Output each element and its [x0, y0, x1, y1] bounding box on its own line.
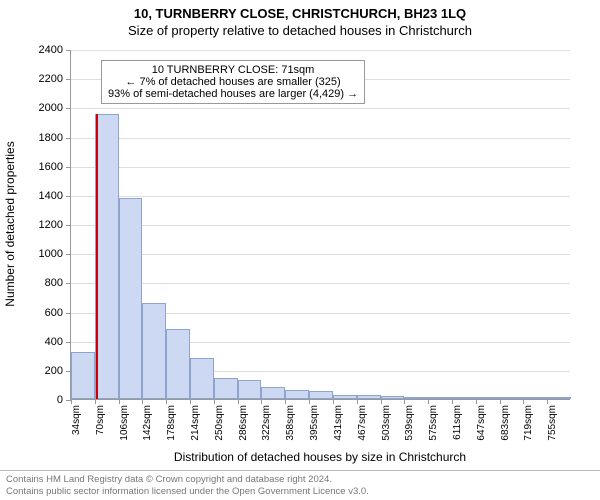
x-tick-label: 34sqm	[71, 405, 82, 435]
y-tick-label: 1000	[3, 248, 71, 260]
y-tick-label: 1400	[3, 190, 71, 202]
x-tick-label: 575sqm	[428, 405, 439, 441]
footer-line-2: Contains public sector information licen…	[6, 486, 594, 497]
x-tick-label: 106sqm	[119, 405, 130, 441]
y-tick-label: 800	[3, 277, 71, 289]
x-tick-mark	[142, 399, 143, 404]
gridline	[71, 283, 570, 284]
gridline	[71, 138, 570, 139]
y-tick-label: 1200	[3, 219, 71, 231]
histogram-bar	[71, 352, 95, 399]
histogram-bar	[500, 397, 524, 399]
gridline	[71, 225, 570, 226]
histogram-bar	[428, 397, 452, 399]
histogram-bar	[357, 395, 381, 399]
plot-area: 10 TURNBERRY CLOSE: 71sqm ← 7% of detach…	[70, 50, 570, 400]
gridline	[71, 196, 570, 197]
x-tick-mark	[333, 399, 334, 404]
x-tick-mark	[404, 399, 405, 404]
gridline	[71, 50, 570, 51]
x-axis-label: Distribution of detached houses by size …	[70, 450, 570, 464]
histogram-bar	[547, 397, 571, 399]
histogram-bar	[214, 378, 238, 399]
callout-line-3: 93% of semi-detached houses are larger (…	[108, 88, 358, 100]
x-tick-mark	[476, 399, 477, 404]
histogram-bar	[142, 303, 166, 399]
y-tick-label: 1600	[3, 161, 71, 173]
x-tick-mark	[309, 399, 310, 404]
histogram-bar	[381, 396, 405, 399]
histogram-bar	[452, 397, 476, 399]
x-tick-label: 250sqm	[214, 405, 225, 441]
x-tick-mark	[119, 399, 120, 404]
histogram-bar	[333, 395, 357, 399]
histogram-bar	[476, 397, 500, 399]
y-tick-label: 600	[3, 307, 71, 319]
x-tick-label: 142sqm	[142, 405, 153, 441]
histogram-bar	[261, 387, 285, 399]
callout-line-1: 10 TURNBERRY CLOSE: 71sqm	[108, 64, 358, 76]
x-tick-label: 322sqm	[261, 405, 272, 441]
x-tick-mark	[166, 399, 167, 404]
footer-line-1: Contains HM Land Registry data © Crown c…	[6, 474, 594, 485]
y-tick-label: 2000	[3, 102, 71, 114]
x-tick-label: 214sqm	[190, 405, 201, 441]
histogram-bar	[523, 397, 547, 399]
gridline	[71, 167, 570, 168]
histogram-bar	[404, 397, 428, 399]
x-tick-mark	[95, 399, 96, 404]
gridline	[71, 108, 570, 109]
y-tick-label: 1800	[3, 132, 71, 144]
histogram-bar	[190, 358, 214, 399]
x-tick-mark	[428, 399, 429, 404]
x-tick-label: 358sqm	[285, 405, 296, 441]
x-tick-mark	[500, 399, 501, 404]
x-tick-label: 539sqm	[404, 405, 415, 441]
property-marker-line	[96, 114, 98, 399]
x-tick-label: 683sqm	[500, 405, 511, 441]
histogram-bar	[238, 380, 262, 399]
histogram-bar	[119, 198, 143, 399]
x-tick-mark	[214, 399, 215, 404]
x-tick-label: 611sqm	[452, 405, 463, 440]
callout-box: 10 TURNBERRY CLOSE: 71sqm ← 7% of detach…	[101, 60, 365, 104]
x-tick-label: 467sqm	[357, 405, 368, 441]
histogram-bar	[309, 391, 333, 399]
x-tick-mark	[547, 399, 548, 404]
x-tick-label: 431sqm	[333, 405, 344, 441]
chart-title-address: 10, TURNBERRY CLOSE, CHRISTCHURCH, BH23 …	[0, 0, 600, 21]
x-tick-label: 755sqm	[547, 405, 558, 441]
x-tick-label: 286sqm	[238, 405, 249, 441]
x-tick-label: 647sqm	[476, 405, 487, 441]
x-tick-label: 178sqm	[166, 405, 177, 441]
y-tick-label: 0	[3, 394, 71, 406]
x-tick-mark	[452, 399, 453, 404]
y-tick-label: 200	[3, 365, 71, 377]
chart-page: 10, TURNBERRY CLOSE, CHRISTCHURCH, BH23 …	[0, 0, 600, 500]
x-tick-mark	[381, 399, 382, 404]
x-tick-label: 503sqm	[381, 405, 392, 441]
x-tick-mark	[238, 399, 239, 404]
x-tick-mark	[190, 399, 191, 404]
x-tick-mark	[357, 399, 358, 404]
x-tick-label: 395sqm	[309, 405, 320, 441]
callout-line-2: ← 7% of detached houses are smaller (325…	[108, 76, 358, 88]
x-tick-mark	[71, 399, 72, 404]
chart-subtitle: Size of property relative to detached ho…	[0, 21, 600, 38]
histogram-bar	[166, 329, 190, 399]
histogram-bar	[285, 390, 309, 399]
y-tick-label: 2400	[3, 44, 71, 56]
y-tick-label: 400	[3, 336, 71, 348]
x-tick-mark	[285, 399, 286, 404]
x-tick-mark	[261, 399, 262, 404]
footer-attribution: Contains HM Land Registry data © Crown c…	[0, 470, 600, 500]
x-tick-label: 70sqm	[95, 405, 106, 435]
x-tick-mark	[523, 399, 524, 404]
histogram-bar	[95, 114, 119, 399]
gridline	[71, 254, 570, 255]
x-tick-label: 719sqm	[523, 405, 534, 441]
y-tick-label: 2200	[3, 73, 71, 85]
